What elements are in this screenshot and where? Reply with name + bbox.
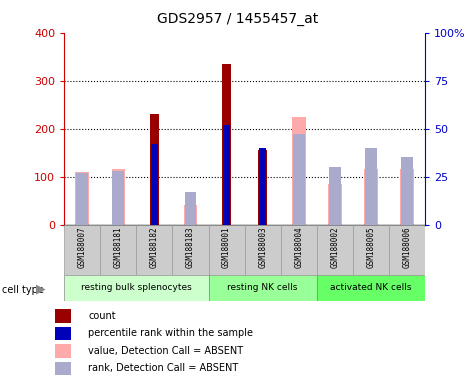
- Bar: [136, 225, 172, 275]
- Text: GSM188182: GSM188182: [150, 226, 159, 268]
- Text: rank, Detection Call = ABSENT: rank, Detection Call = ABSENT: [88, 364, 238, 374]
- Bar: [209, 225, 245, 275]
- Text: GSM188004: GSM188004: [294, 226, 303, 268]
- Text: GSM188002: GSM188002: [331, 226, 339, 268]
- Bar: [281, 225, 317, 275]
- Bar: [100, 225, 136, 275]
- Bar: [259, 148, 266, 225]
- Text: GSM188181: GSM188181: [114, 226, 123, 268]
- Text: ▶: ▶: [36, 283, 45, 296]
- Bar: [185, 192, 196, 225]
- Bar: [113, 171, 124, 225]
- Bar: [76, 173, 88, 225]
- Bar: [76, 172, 89, 225]
- Bar: [209, 275, 317, 301]
- Text: GSM188005: GSM188005: [367, 226, 375, 268]
- Text: percentile rank within the sample: percentile rank within the sample: [88, 328, 253, 338]
- Bar: [64, 225, 100, 275]
- Bar: [317, 225, 353, 275]
- Text: GSM188006: GSM188006: [403, 226, 411, 268]
- Bar: [317, 275, 425, 301]
- Bar: [400, 169, 414, 225]
- Text: GSM188003: GSM188003: [258, 226, 267, 268]
- Bar: [401, 157, 413, 225]
- Bar: [389, 225, 425, 275]
- Bar: [112, 169, 125, 225]
- Bar: [245, 225, 281, 275]
- Text: resting NK cells: resting NK cells: [228, 283, 298, 293]
- Bar: [55, 310, 71, 323]
- Bar: [172, 225, 209, 275]
- Bar: [353, 225, 389, 275]
- Bar: [151, 144, 158, 225]
- Text: activated NK cells: activated NK cells: [330, 283, 412, 293]
- Bar: [55, 344, 71, 358]
- Bar: [222, 64, 231, 225]
- Bar: [329, 167, 341, 225]
- Bar: [364, 169, 378, 225]
- Bar: [184, 205, 197, 225]
- Text: GDS2957 / 1455457_at: GDS2957 / 1455457_at: [157, 12, 318, 25]
- Text: value, Detection Call = ABSENT: value, Detection Call = ABSENT: [88, 346, 243, 356]
- Bar: [365, 148, 377, 225]
- Bar: [292, 117, 305, 225]
- Text: count: count: [88, 311, 116, 321]
- Bar: [328, 184, 342, 225]
- Bar: [258, 150, 267, 225]
- Bar: [150, 114, 159, 225]
- Text: GSM188183: GSM188183: [186, 226, 195, 268]
- Bar: [293, 134, 304, 225]
- Bar: [64, 275, 209, 301]
- Bar: [55, 327, 71, 340]
- Bar: [55, 362, 71, 375]
- Text: cell type: cell type: [2, 285, 44, 295]
- Text: GSM188007: GSM188007: [78, 226, 86, 268]
- Text: GSM188001: GSM188001: [222, 226, 231, 268]
- Bar: [223, 125, 230, 225]
- Text: resting bulk splenocytes: resting bulk splenocytes: [81, 283, 192, 293]
